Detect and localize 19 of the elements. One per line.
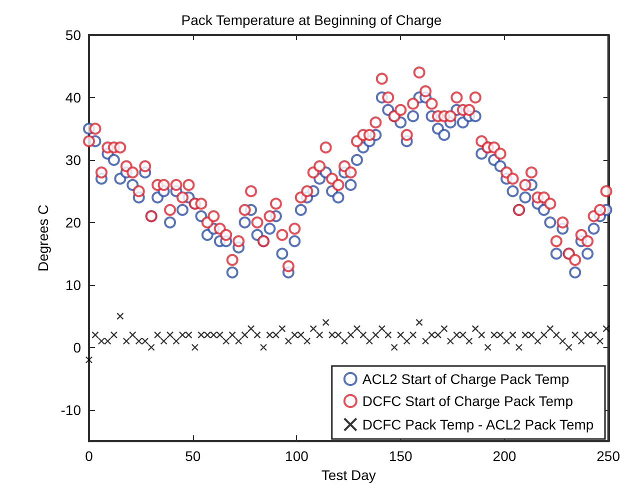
x-tick-label: 100 — [285, 448, 309, 464]
legend-label: DCFC Pack Temp - ACL2 Pack Temp — [362, 416, 594, 432]
chart-title: Pack Temperature at Beginning of Charge — [181, 12, 442, 28]
y-tick-label: 0 — [73, 339, 82, 356]
legend-label: DCFC Start of Charge Pack Temp — [362, 393, 574, 409]
y-tick-label: 10 — [65, 276, 82, 293]
x-tick-label: 50 — [185, 448, 201, 464]
x-axis-title: Test Day — [321, 467, 376, 483]
x-tick-label: 250 — [596, 448, 620, 464]
x-tick-label: 200 — [492, 448, 516, 464]
y-tick-label: -10 — [60, 402, 82, 418]
y-tick-label: 30 — [65, 152, 82, 168]
x-tick-label: 150 — [388, 448, 412, 464]
x-tick-label: 0 — [85, 448, 94, 464]
y-tick-label: 40 — [65, 89, 82, 106]
y-tick-label: 20 — [65, 214, 82, 230]
y-axis-title: Degrees C — [34, 204, 51, 272]
y-tick-label: 50 — [65, 27, 82, 43]
legend-label: ACL2 Start of Charge Pack Temp — [362, 371, 570, 387]
